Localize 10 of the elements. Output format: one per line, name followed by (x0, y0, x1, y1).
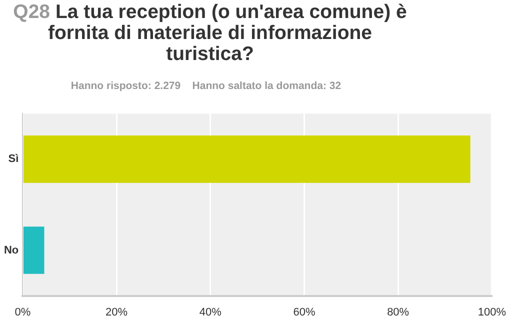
x-tick-label: 60% (293, 306, 316, 318)
x-tick-label: 0% (14, 306, 31, 318)
x-tick-label: 100% (478, 306, 506, 318)
x-tick-label: 80% (387, 306, 410, 318)
x-tick-label: 20% (106, 306, 128, 318)
chart-title: Q28 La tua reception (o un'area comune) è fornita di materiale di informazione turistica? (12, 1, 408, 65)
x-tick-label: 40% (199, 306, 222, 318)
chart-subtitle: Hanno risposto: 2.279 Hanno saltato la domanda: 32 (70, 80, 342, 92)
y-tick-label: Sì (8, 153, 19, 166)
y-tick-label: No (4, 244, 19, 256)
